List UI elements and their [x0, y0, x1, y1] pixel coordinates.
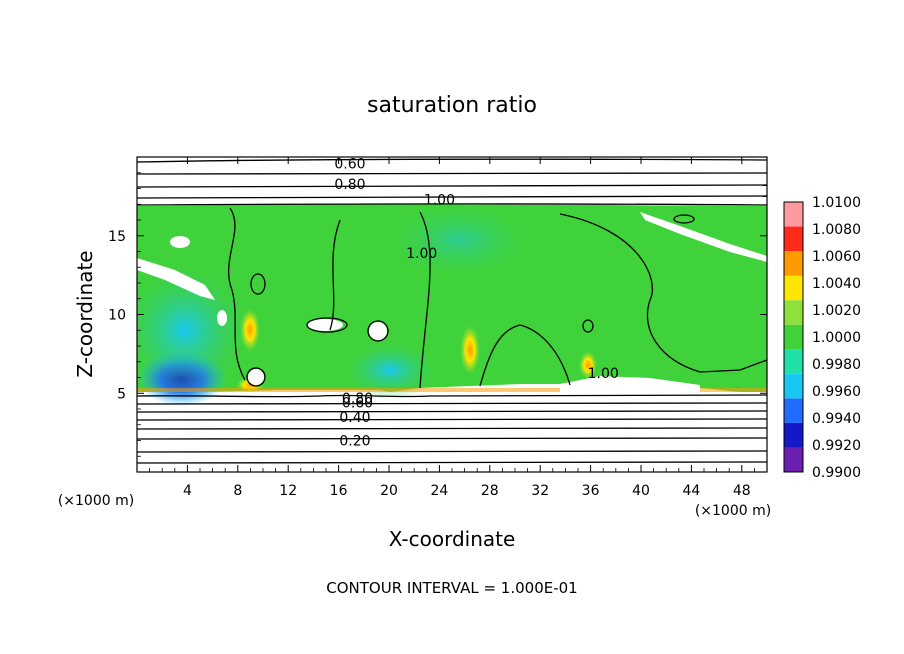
white-pocket-upper-right [640, 212, 767, 262]
colorbar-swatch [784, 422, 803, 448]
colorbar-swatch [784, 373, 803, 399]
contour-label: 1.00 [424, 193, 455, 209]
contour-label: 1.00 [588, 366, 619, 382]
contour-label: 0.20 [339, 434, 370, 450]
y-tick-label: 10 [108, 308, 126, 324]
colorbar-swatch [784, 300, 803, 325]
cyan-region-mid [340, 340, 440, 400]
x-tick-label: 28 [481, 483, 499, 499]
cyan-region-left [137, 260, 255, 400]
warm-band-bottom [137, 388, 767, 392]
colorbar-label: 1.0040 [812, 276, 861, 292]
x-tick-label: 32 [531, 483, 549, 499]
white-pocket-base [560, 376, 700, 392]
y-axis: 5 10 15 [108, 172, 767, 457]
colorbar-label: 1.0080 [812, 222, 861, 238]
colorbar-swatch [784, 251, 803, 276]
x-unit-label-right: (×1000 m) [695, 503, 771, 519]
x-tick-label: 12 [279, 483, 297, 499]
colorbar-swatch [784, 202, 803, 227]
colorbar-label: 0.9940 [812, 411, 861, 427]
contour-label: 0.80 [342, 391, 373, 407]
colorbar-label: 0.9920 [812, 438, 861, 454]
colorbar-swatch [784, 324, 803, 350]
x-tick-label: 40 [632, 483, 650, 499]
chart-title: saturation ratio [367, 93, 537, 118]
y-tick-label: 15 [108, 229, 126, 245]
contour-lines [137, 158, 767, 464]
colorbar-frame [783, 201, 804, 473]
colorbar-label: 1.0060 [812, 249, 861, 265]
contour-interval-note: CONTOUR INTERVAL = 1.000E-01 [326, 579, 577, 597]
colorbar-label: 1.0100 [812, 195, 861, 211]
contour-label: 0.60 [334, 156, 365, 172]
contour-label: 0.80 [334, 177, 365, 193]
colorbar-label: 1.0000 [812, 330, 861, 346]
warm-region-c [579, 351, 597, 379]
colorbar-swatch [784, 226, 803, 252]
warm-region-a [460, 325, 480, 375]
contour-label: 0.40 [339, 410, 370, 426]
x-axis: 4 8 12 16 20 24 28 32 36 40 44 48 [149, 157, 755, 499]
white-pocket-e [170, 236, 190, 248]
x-tick-label: 8 [233, 483, 242, 499]
colorbar-label: 1.0020 [812, 303, 861, 319]
colorbar-swatch [784, 275, 803, 301]
y-axis-title: Z-coordinate [73, 250, 97, 377]
colorbar-label: 0.9960 [812, 384, 861, 400]
colorbar-swatch [784, 447, 803, 472]
colorbar-label: 0.9900 [812, 465, 861, 481]
contour-labels: 0.600.801.001.001.000.800.600.400.20 [334, 156, 619, 450]
white-pocket-left [137, 258, 215, 300]
cyan-region-upper [380, 200, 540, 280]
plot-area [137, 157, 767, 472]
colorbar: 0.9900 0.9920 0.9940 0.9960 0.9980 1.0000 1.00… [783, 195, 861, 481]
colorbar-label: 0.9980 [812, 357, 861, 373]
white-pocket-b [369, 322, 387, 340]
x-tick-label: 16 [330, 483, 348, 499]
y-tick-label: 5 [117, 386, 126, 402]
x-axis-title: X-coordinate [389, 527, 516, 551]
x-tick-label: 4 [183, 483, 192, 499]
contour-label: 1.00 [406, 246, 437, 262]
colorbar-swatch [784, 398, 803, 423]
x-tick-label: 44 [682, 483, 700, 499]
white-pocket-a [307, 319, 343, 331]
x-unit-label-left: (×1000 m) [58, 493, 134, 509]
white-pocket-d [217, 310, 227, 326]
white-pocket-c [248, 369, 264, 385]
x-tick-label: 48 [733, 483, 751, 499]
contour-label: 0.60 [342, 396, 373, 412]
saturation-field [137, 204, 767, 392]
x-tick-label: 36 [582, 483, 600, 499]
colorbar-swatch [784, 349, 803, 374]
x-tick-label: 24 [430, 483, 448, 499]
x-tick-label: 20 [380, 483, 398, 499]
warm-region-b [240, 308, 260, 352]
